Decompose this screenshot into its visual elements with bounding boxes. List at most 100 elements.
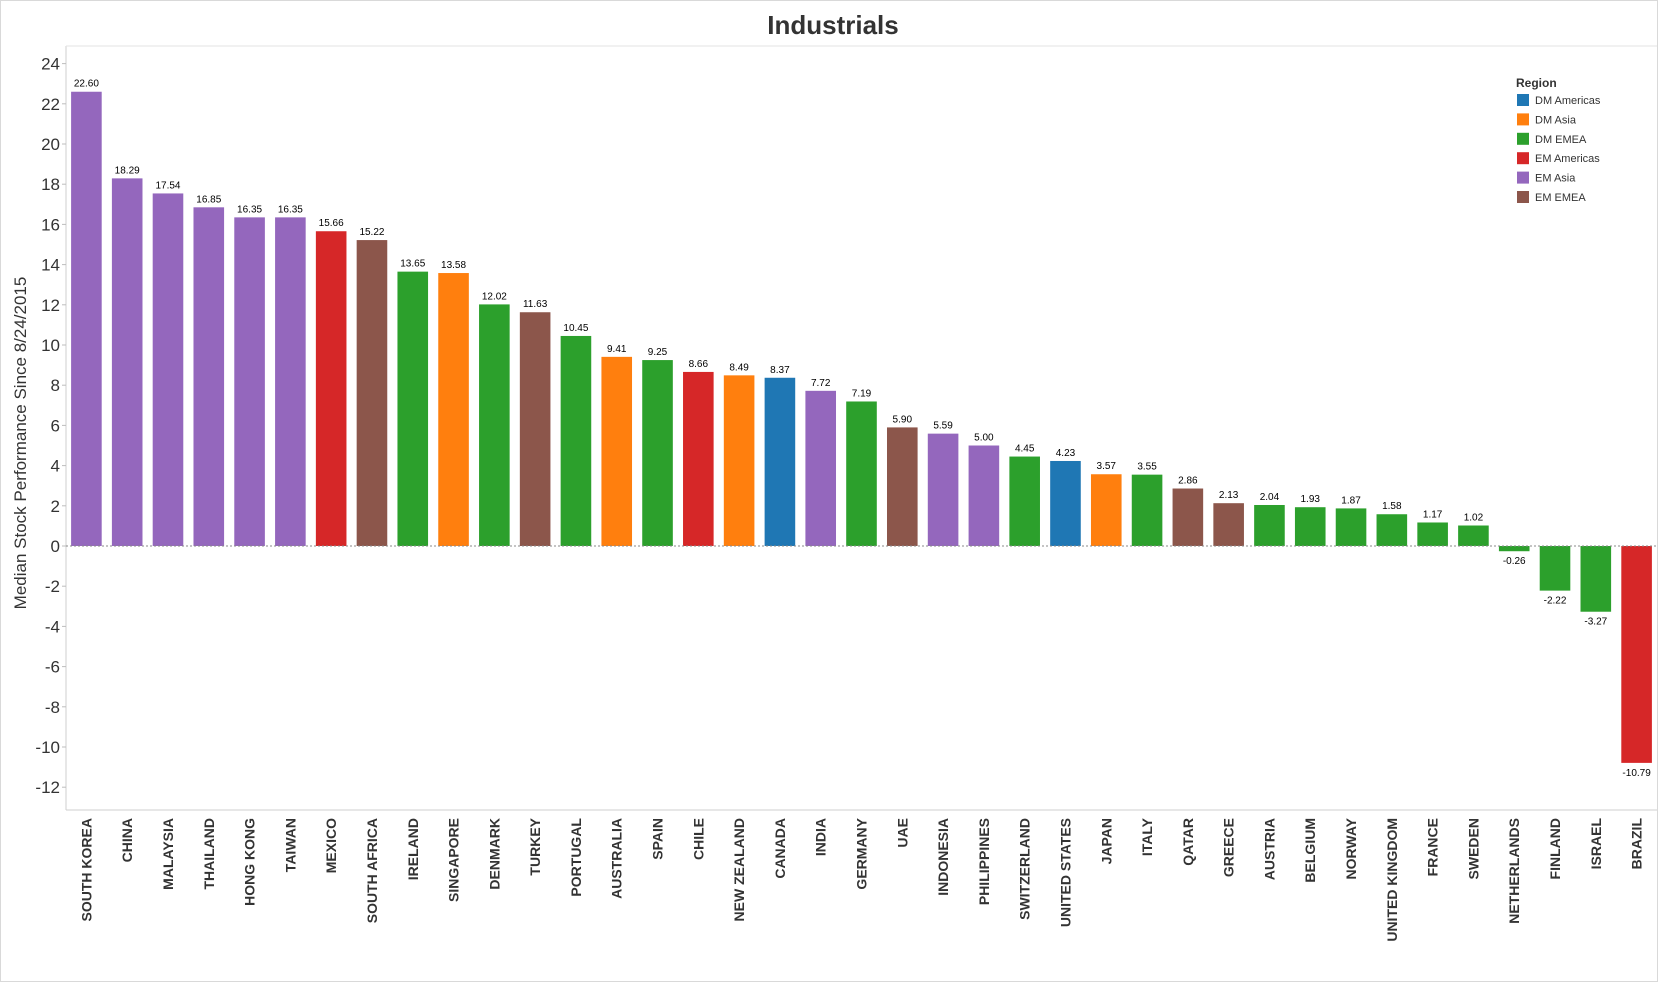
bar: [1172, 488, 1204, 546]
y-tick-label: -10: [35, 738, 60, 757]
legend-swatch: [1517, 94, 1529, 106]
x-tick-label: NORWAY: [1343, 817, 1359, 879]
bar: [1539, 546, 1571, 591]
x-tick-label: MALAYSIA: [160, 818, 176, 890]
bar: [519, 312, 551, 546]
bar-value-label: 12.02: [482, 291, 507, 302]
x-tick-label: SWITZERLAND: [1017, 818, 1033, 920]
x-tick-label: UAE: [894, 818, 910, 848]
bar: [846, 401, 877, 546]
y-tick-label: 14: [41, 256, 60, 275]
bar: [1498, 546, 1530, 552]
y-tick-label: 2: [51, 497, 60, 516]
x-tick-label: SWEDEN: [1465, 818, 1481, 879]
legend-swatch: [1517, 113, 1529, 126]
bar: [1090, 474, 1122, 546]
legend-title: Region: [1516, 76, 1557, 90]
x-tick-label: CHINA: [119, 818, 135, 862]
x-tick-label: HONG KONG: [242, 818, 258, 906]
x-tick-label: BELGIUM: [1302, 818, 1318, 883]
x-tick-label: SOUTH KOREA: [78, 818, 94, 921]
y-tick-label: -6: [45, 658, 60, 677]
bar-value-label: 1.02: [1464, 512, 1484, 523]
legend-swatch: [1517, 132, 1529, 145]
x-tick-label: BRAZIL: [1629, 818, 1645, 870]
bar: [968, 445, 1000, 546]
bar-value-label: 1.58: [1382, 501, 1402, 512]
bar: [683, 371, 714, 546]
x-tick-label: AUSTRALIA: [609, 818, 625, 899]
bar-value-label: 18.29: [115, 165, 140, 176]
x-tick-label: THAILAND: [201, 818, 217, 890]
bar-value-label: 13.58: [441, 260, 466, 271]
bar-value-label: 4.23: [1056, 448, 1076, 459]
x-tick-label: GREECE: [1221, 818, 1237, 877]
legend: Region DM Americas DM Asia DM EMEA EM Ameri…: [1516, 76, 1601, 204]
bar: [234, 217, 265, 547]
bar-value-label: 1.17: [1423, 509, 1443, 520]
bar: [1294, 507, 1326, 546]
bar-value-label: 22.60: [74, 79, 99, 90]
bar: [805, 390, 837, 546]
bar: [764, 377, 796, 546]
y-tick-label: 20: [41, 135, 60, 154]
bar-value-label: 5.00: [974, 433, 994, 444]
bar: [356, 240, 388, 546]
y-tick-label: 12: [41, 296, 60, 315]
bar-value-label: 16.35: [237, 204, 262, 215]
x-tick-label: NETHERLANDS: [1506, 818, 1522, 924]
x-tick-label: DENMARK: [486, 818, 502, 890]
legend-swatch: [1517, 152, 1529, 165]
bar-value-label: 8.66: [689, 359, 709, 370]
bar-value-label: 16.35: [278, 204, 303, 215]
legend-entry-label: DM Americas: [1535, 95, 1601, 107]
y-tick-label: 16: [41, 215, 60, 234]
bar: [315, 231, 347, 546]
y-tick-label: 10: [41, 336, 60, 355]
bar: [642, 360, 673, 546]
bar: [1417, 522, 1448, 546]
bar-value-label: 3.55: [1137, 462, 1157, 473]
x-tick-label: CHILE: [690, 818, 706, 860]
bar-value-label: 5.90: [893, 414, 913, 425]
chart-title: Industrials: [767, 10, 898, 40]
bar-value-label: 15.22: [359, 227, 384, 238]
bar-value-label: 8.37: [770, 365, 790, 376]
bar-value-label: 1.87: [1341, 495, 1361, 506]
bar-value-label: 2.86: [1178, 476, 1198, 487]
bar: [193, 207, 225, 546]
bar: [560, 335, 592, 546]
bar: [1335, 508, 1367, 546]
x-tick-label: ISRAEL: [1588, 818, 1604, 870]
bar-value-label: 11.63: [523, 299, 548, 310]
bar-value-label: 10.45: [563, 323, 588, 334]
x-tick-label: SINGAPORE: [446, 818, 462, 902]
bar-value-label: -2.22: [1544, 596, 1567, 607]
x-tick-label: CANADA: [772, 818, 788, 879]
legend-swatch: [1517, 171, 1529, 184]
bar: [1131, 474, 1163, 546]
bar: [275, 217, 306, 547]
bar: [438, 273, 469, 546]
bar: [1050, 460, 1081, 546]
x-tick-label: ITALY: [1139, 817, 1155, 856]
y-axis-label: Median Stock Performance Since 8/24/2015: [11, 277, 30, 610]
x-tick-label: MEXICO: [323, 818, 339, 873]
bar-value-label: -3.27: [1584, 617, 1607, 628]
bar: [397, 271, 429, 546]
plot-area: 242220181614121086420-2-4-6-8-10-1222.60…: [35, 45, 1657, 942]
legend-entry-label: DM EMEA: [1535, 134, 1587, 146]
x-tick-label: INDIA: [813, 818, 829, 856]
x-tick-label: QATAR: [1180, 818, 1196, 866]
y-tick-label: -12: [35, 778, 60, 797]
bar: [1254, 504, 1285, 546]
bar: [1458, 525, 1489, 546]
bar: [1009, 456, 1040, 546]
x-tick-label: NEW ZEALAND: [731, 818, 747, 921]
bar: [886, 427, 918, 546]
bar-value-label: 7.72: [811, 378, 831, 389]
x-tick-label: IRELAND: [405, 818, 421, 880]
bar-value-label: 9.41: [607, 344, 627, 355]
